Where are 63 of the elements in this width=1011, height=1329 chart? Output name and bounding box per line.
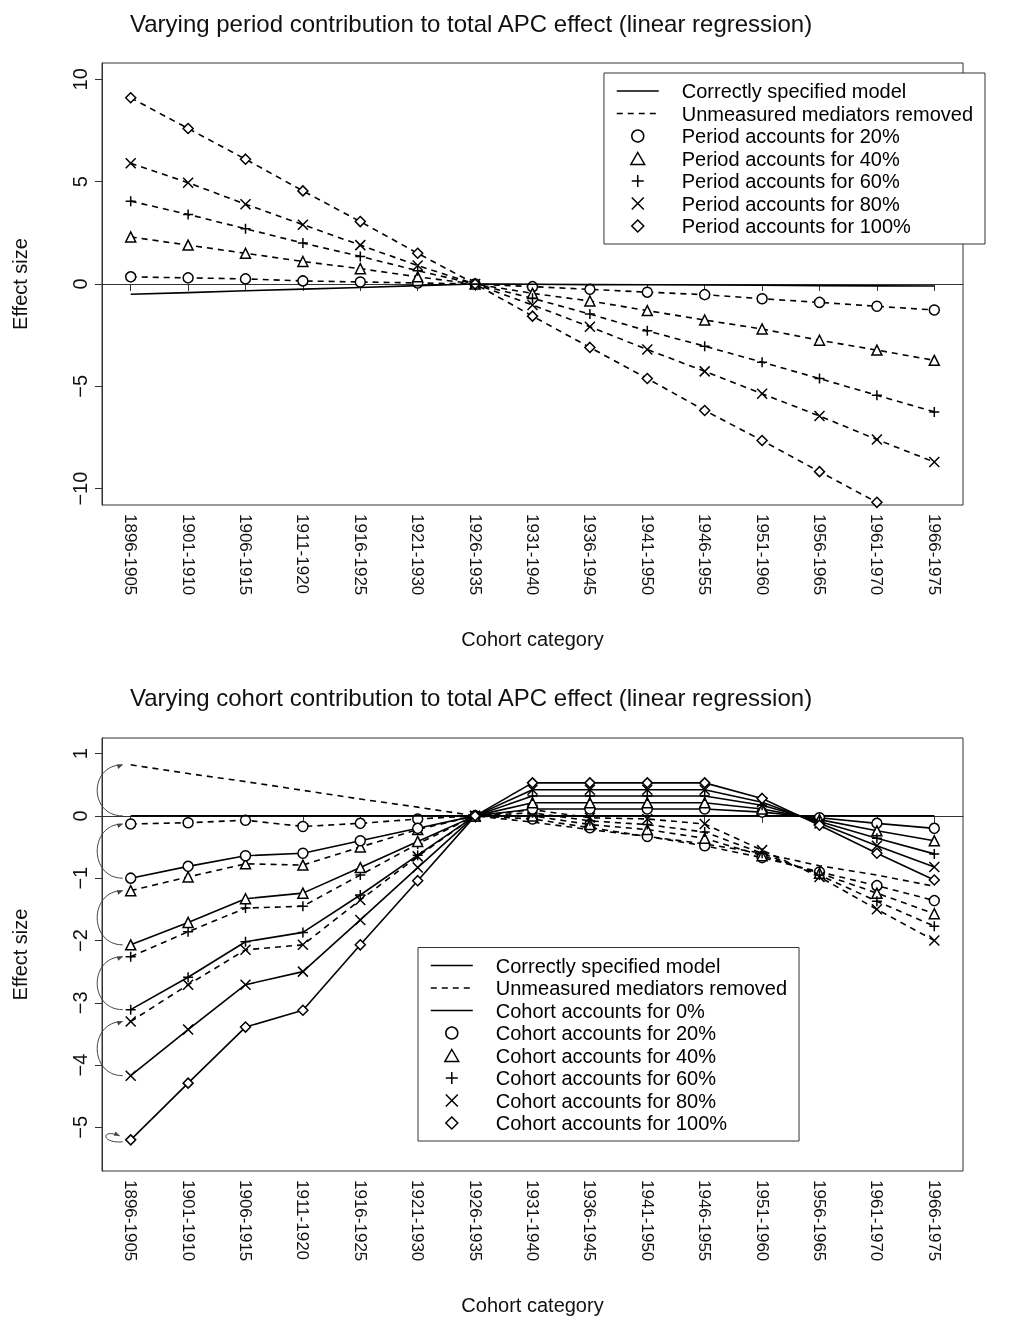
x-tick-label: 1921-1930 bbox=[408, 514, 428, 596]
x-axis-title: Cohort category bbox=[461, 628, 604, 650]
legend-label: Period accounts for 80% bbox=[681, 192, 900, 215]
x-tick-label: 1931-1940 bbox=[523, 514, 542, 596]
y-tick-label: −5 bbox=[69, 374, 91, 398]
x-tick-label: 1901-1910 bbox=[178, 514, 198, 596]
legend-label: Period accounts for 40% bbox=[681, 147, 900, 170]
legend-label: Cohort accounts for 60% bbox=[495, 1067, 717, 1089]
y-tick-label: −10 bbox=[69, 471, 91, 506]
x-tick-label: 1901-1910 bbox=[178, 1180, 198, 1262]
x-axis-title: Cohort category bbox=[461, 1294, 604, 1316]
x-tick-label: 1951-1960 bbox=[752, 1180, 772, 1262]
y-axis-title: Effect size bbox=[9, 238, 31, 330]
x-tick-label: 1941-1950 bbox=[637, 514, 657, 596]
legend-label: Correctly specified model bbox=[495, 954, 721, 977]
x-tick-label: 1961-1970 bbox=[867, 514, 887, 596]
y-axis-title: Effect size bbox=[9, 908, 31, 1001]
x-tick-label: 1911-1920 bbox=[293, 514, 313, 595]
y-tick-label: −3 bbox=[69, 991, 91, 1015]
x-tick-label: 1916-1925 bbox=[350, 1180, 370, 1262]
x-tick-label: 1951-1960 bbox=[752, 514, 772, 596]
x-tick-label: 1941-1950 bbox=[637, 1180, 657, 1262]
x-tick-label: 1961-1970 bbox=[867, 1180, 887, 1262]
x-tick-label: 1896-1905 bbox=[121, 1180, 141, 1262]
legend-label: Cohort accounts for 100% bbox=[495, 1112, 728, 1134]
y-tick-label: 0 bbox=[69, 278, 91, 290]
x-tick-label: 1936-1945 bbox=[580, 1180, 600, 1262]
y-tick-label: 1 bbox=[69, 748, 91, 760]
chart-title: Varying cohort contribution to total APC effect (linear regression) bbox=[130, 683, 813, 711]
x-tick-label: 1966-1975 bbox=[924, 514, 944, 596]
x-tick-label: 1911-1920 bbox=[293, 1180, 313, 1261]
x-tick-label: 1896-1905 bbox=[121, 514, 141, 596]
legend-label: Cohort accounts for 20% bbox=[495, 1022, 717, 1044]
chart-title: Varying period contribution to total APC effect (linear regression) bbox=[130, 9, 813, 37]
x-tick-label: 1946-1955 bbox=[695, 1180, 715, 1262]
legend-label: Period accounts for 60% bbox=[681, 170, 900, 192]
y-tick-label: −5 bbox=[69, 1115, 91, 1139]
x-tick-label: 1926-1935 bbox=[465, 514, 485, 596]
x-tick-label: 1931-1940 bbox=[523, 1180, 542, 1262]
legend-label: Unmeasured mediators removed bbox=[681, 102, 974, 125]
legend-label: Cohort accounts for 80% bbox=[495, 1089, 717, 1112]
legend-label: Period accounts for 100% bbox=[681, 215, 911, 237]
legend-label: Cohort accounts for 0% bbox=[495, 999, 706, 1022]
x-tick-label: 1906-1915 bbox=[236, 514, 255, 596]
y-tick-label: −1 bbox=[69, 866, 91, 890]
x-tick-label: 1956-1965 bbox=[810, 514, 829, 596]
y-tick-label: −2 bbox=[69, 929, 91, 952]
x-tick-label: 1926-1935 bbox=[465, 1180, 485, 1262]
legend-label: Correctly specified model bbox=[681, 80, 907, 102]
y-tick-label: 0 bbox=[69, 810, 91, 822]
x-tick-label: 1966-1975 bbox=[924, 1180, 944, 1262]
x-tick-label: 1946-1955 bbox=[695, 514, 715, 596]
x-tick-label: 1956-1965 bbox=[810, 1180, 829, 1262]
y-tick-label: 10 bbox=[69, 68, 91, 91]
legend-label: Unmeasured mediators removed bbox=[495, 977, 788, 999]
legend-label: Period accounts for 20% bbox=[681, 125, 900, 147]
x-tick-label: 1906-1915 bbox=[236, 1180, 255, 1262]
x-tick-label: 1921-1930 bbox=[408, 1180, 428, 1262]
x-tick-label: 1916-1925 bbox=[350, 514, 370, 596]
x-tick-label: 1936-1945 bbox=[580, 514, 600, 596]
y-tick-label: −4 bbox=[69, 1053, 91, 1077]
y-tick-label: 5 bbox=[69, 176, 91, 188]
legend-label: Cohort accounts for 40% bbox=[495, 1044, 717, 1067]
